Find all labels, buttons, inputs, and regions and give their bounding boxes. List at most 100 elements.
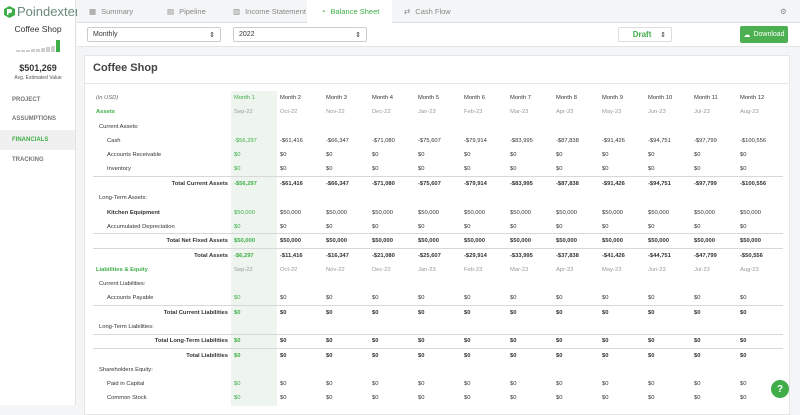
cell: $0 [740,395,747,402]
cell: Mar-23 [510,109,529,116]
cell: Sep-22 [231,262,277,277]
cell: $50,000 [461,233,507,249]
cell: $0 [418,381,425,388]
tab[interactable]: ▥ Income Statement [233,7,306,16]
cell: Month 7 [510,95,531,102]
empty-cell [553,363,599,377]
cell: $0 [461,347,507,363]
cell: $0 [231,304,277,320]
cell: Feb-23 [464,266,483,273]
row-label: (in USD) [96,95,119,102]
row-label: Common Stock [107,395,147,402]
cell: $50,000 [691,233,737,249]
cell: Dec-22 [372,109,391,116]
empty-cell [599,191,645,205]
period-value: Monthly [93,31,118,38]
cell: $0 [694,223,701,230]
year-select[interactable]: 2022 ⇕ [233,27,367,42]
cell: $0 [372,166,379,173]
cell: $0 [740,295,747,302]
empty-cell [323,120,369,134]
tab[interactable]: ◔ Balance Sheet [307,0,392,23]
period-select[interactable]: Monthly ⇕ [87,27,221,42]
status-select[interactable]: Draft ⇕ [618,27,672,42]
nav-item[interactable]: ASSUMPTIONS [12,116,57,122]
row-label: Total Net Fixed Assets [93,233,231,249]
empty-cell [645,120,691,134]
empty-cell [737,191,783,205]
empty-cell [645,191,691,205]
cell: -$87,838 [556,138,579,145]
cell: Month 1 [231,91,277,106]
cell: -$6,297 [231,247,277,263]
empty-cell [599,363,645,377]
cell: Nov-22 [326,109,345,116]
tab[interactable]: ▤ Pipeline [167,7,206,16]
cell: $0 [694,381,701,388]
cell: $0 [277,347,323,363]
empty-cell [553,277,599,291]
table-row: Paid in Capital $0 $0 $0 $0 $0 $0 $0 $0 $0 $0 $0 $0 [93,376,783,392]
cell: $0 [599,347,645,363]
row-label: Total Assets [93,247,231,263]
cell: Jan-23 [418,266,436,273]
table-row: Accounts Payable $0 $0 $0 $0 $0 $0 $0 $0 $0 $0 $0 $0 [93,291,783,306]
tab-label: Summary [101,7,134,16]
card-title: Coffee Shop [93,62,158,74]
nav-item[interactable]: PROJECT [12,97,41,103]
table-row: Accumulated Depreciation $0 $0 $0 $0 $0 $0 $0 $0… [93,219,783,234]
help-button[interactable]: ? [771,380,789,398]
cell: $0 [369,333,415,349]
cell: $0 [602,381,609,388]
cell: $0 [556,152,563,159]
cell: $0 [510,381,517,388]
empty-cell [599,320,645,334]
download-button[interactable]: ☁ Download [740,26,788,43]
empty-cell [323,277,369,291]
empty-cell [507,191,553,205]
settings-icon[interactable]: ⚙ [780,7,787,16]
nav-item[interactable]: FINANCIALS [0,130,75,150]
cell: -$71,080 [372,138,395,145]
tab[interactable]: ⇄ Cash Flow [404,7,451,16]
cell: $0 [602,295,609,302]
table-row: Total Long-Term Liabilities $0 $0 $0 $0 $0 $0 $… [93,333,783,349]
empty-cell [277,277,323,291]
empty-cell [231,191,277,206]
cell: -$94,751 [648,138,671,145]
logo-icon [4,5,15,18]
cell: Jul-23 [694,266,710,273]
cell: Oct-22 [280,109,298,116]
cell: $0 [464,152,471,159]
empty-cell [737,120,783,134]
cell: $0 [323,347,369,363]
tab-label: Cash Flow [415,7,451,16]
cell: -$94,751 [645,176,691,192]
empty-cell [415,363,461,377]
cell: -$87,838 [553,176,599,192]
empty-cell [369,277,415,291]
table-row: Kitchen Equipment $50,000 $50,000 $50,000 $5… [93,205,783,220]
cell: $0 [280,223,287,230]
row-label: Total Current Assets [93,176,231,192]
empty-cell [691,277,737,291]
tab[interactable]: ▦ Summary [89,7,134,16]
cell: $0 [602,152,609,159]
cell: Month 3 [326,95,347,102]
cell: -$41,426 [599,247,645,263]
cell: $0 [740,166,747,173]
cell: -$100,556 [737,176,783,192]
nav-item[interactable]: TRACKING [12,157,44,163]
cell: $50,000 [510,209,531,216]
cell: -$61,416 [280,138,303,145]
row-label: Assets [96,109,116,116]
empty-cell [507,363,553,377]
table-row: Shareholders Equity: [93,362,783,377]
cell: -$29,914 [461,247,507,263]
project-name: Coffee Shop [14,24,62,34]
cell: $0 [277,333,323,349]
row-label: Current Assets: [99,123,139,130]
row-label: Accumulated Depreciation [107,223,175,230]
cell: $50,000 [277,233,323,249]
cell: Sep-22 [231,105,277,120]
